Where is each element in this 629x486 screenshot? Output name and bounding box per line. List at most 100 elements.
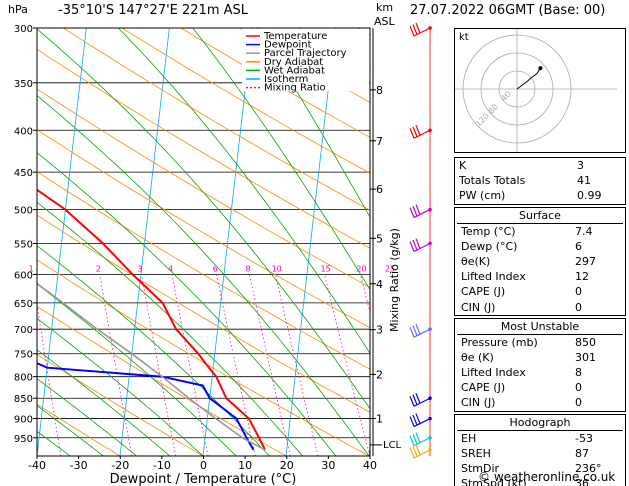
- mixing-ratio-line: [360, 274, 370, 314]
- unstable-title: Most Unstable: [500, 319, 580, 333]
- hodograph-label: EH: [461, 431, 477, 445]
- temperature-tick-label: 40: [363, 459, 377, 472]
- unstable-value: 850: [575, 335, 596, 349]
- surface-row: CAPE (J) 0: [457, 284, 623, 299]
- height-tick-label: 3: [376, 324, 383, 337]
- surface-value: 0: [575, 285, 582, 299]
- mixing-ratio-line: [171, 274, 209, 456]
- index-row: Totals Totals 41: [455, 173, 625, 188]
- mixing-ratio-label: 4: [168, 264, 173, 273]
- index-label: PW (cm): [459, 189, 506, 203]
- pressure-unit: hPa: [8, 3, 28, 16]
- index-value: 41: [577, 174, 591, 188]
- surface-label: Dewp (°C): [461, 239, 518, 253]
- surface-value: 7.4: [575, 224, 593, 238]
- index-label: K: [459, 159, 467, 172]
- hodograph-row: SREH 87: [457, 446, 623, 461]
- wind-barb-flag: [412, 434, 418, 445]
- unstable-label: Lifted Index: [461, 366, 526, 380]
- wind-barb-flag: [415, 444, 421, 456]
- temperature-tick-label: 0: [200, 459, 207, 472]
- wind-barb-flag: [412, 239, 418, 251]
- surface-label: CIN (J): [461, 300, 496, 314]
- hodograph-row: StmSpd (kt) 36: [457, 476, 623, 486]
- mixing-ratio-label: 10: [272, 264, 282, 273]
- dry-adiabat: [37, 129, 370, 329]
- wet-adiabat: [37, 378, 137, 456]
- mixing-ratio-label: 8: [245, 264, 250, 273]
- dry-adiabat: [37, 171, 370, 370]
- temperature-profile: [37, 188, 266, 451]
- wind-barb-staff: [413, 449, 431, 459]
- wind-barb-staff: [413, 209, 431, 219]
- wet-adiabat: [37, 317, 204, 456]
- wet-adiabat: [192, 28, 370, 291]
- surface-section: Surface Temp (°C) 7.4 Dewp (°C) 6 θe(K) 297 Li…: [454, 206, 626, 316]
- surface-label: Temp (°C): [461, 224, 516, 238]
- wind-barb-flag: [409, 447, 415, 459]
- hodograph-title: Hodograph: [509, 415, 571, 429]
- wet-adiabat: [37, 28, 370, 410]
- mixing-ratio-line: [99, 274, 133, 456]
- wet-adiabat: [257, 28, 370, 218]
- hodograph-row: StmDir 236°: [457, 461, 623, 476]
- height-tick-label: 2: [376, 368, 383, 381]
- surface-row: Dewp (°C) 6: [457, 239, 623, 254]
- wind-barb-flag: [415, 22, 421, 34]
- legend-box: [242, 29, 369, 91]
- unstable-row: CAPE (J) 0: [457, 380, 623, 395]
- wet-adiabat: [37, 405, 104, 456]
- unstable-value: 0: [575, 396, 582, 410]
- legend-label: Isotherm: [264, 74, 308, 85]
- surface-row: θe(K) 297: [457, 254, 623, 269]
- wind-barb-flag: [415, 238, 421, 249]
- height-tick-label: 1: [376, 413, 383, 426]
- surface-label: θe(K): [461, 254, 491, 268]
- surface-title: Surface: [519, 208, 561, 222]
- legend-label: Parcel Trajectory: [264, 48, 347, 59]
- pressure-tick-label: 700: [14, 325, 33, 336]
- wet-adiabat: [37, 455, 38, 456]
- surface-label: CAPE (J): [461, 285, 506, 299]
- mixing-ratio-label: 6: [213, 264, 218, 273]
- hodo-end-point: [538, 66, 543, 71]
- wet-adiabat: [37, 283, 237, 456]
- pressure-tick-label: 650: [14, 299, 33, 310]
- mixing-ratio-line: [275, 274, 319, 456]
- height-tick-label: 6: [376, 183, 383, 196]
- hodograph-value: 36: [575, 477, 589, 486]
- temperature-tick-label: -10: [153, 459, 171, 472]
- pressure-tick-label: 900: [14, 415, 33, 426]
- wind-barb-flag: [415, 323, 421, 335]
- wind-barb-staff: [413, 27, 431, 37]
- wind-barb-flag: [415, 125, 421, 136]
- mixing-ratio-line: [37, 301, 62, 456]
- wet-adiabat: [117, 28, 370, 354]
- surface-row: Lifted Index 12: [457, 269, 623, 284]
- dry-adiabat: [37, 305, 287, 456]
- wind-barb-staff: [413, 328, 431, 338]
- location-title: -35°10'S 147°27'E 221m ASL: [58, 3, 249, 18]
- dry-adiabat: [37, 259, 370, 456]
- mixing-ratio-label: 15: [321, 264, 331, 273]
- mixing-ratio-label: 2: [96, 264, 101, 273]
- surface-row: CIN (J) 0: [457, 300, 623, 315]
- wind-barb-flag: [409, 396, 415, 407]
- wind-barb-flag: [409, 435, 415, 446]
- pressure-tick-label: 950: [14, 434, 33, 445]
- wind-barb-flag: [415, 413, 421, 424]
- mixing-ratio-label: 1: [29, 264, 34, 273]
- unstable-section: Most Unstable Pressure (mb) 850 θe (K) 301 L…: [454, 317, 626, 412]
- wind-barb-flag: [409, 241, 415, 252]
- wind-barbs: [409, 22, 432, 459]
- surface-row: Temp (°C) 7.4: [457, 224, 623, 239]
- profile-lines: [37, 188, 266, 451]
- height-unit: km: [376, 1, 394, 14]
- wind-barb-flag: [415, 204, 421, 215]
- mixing-ratio-line: [216, 274, 256, 456]
- hodograph-panel: kt 40 80 120: [454, 28, 626, 153]
- wind-barb-flag: [412, 325, 418, 336]
